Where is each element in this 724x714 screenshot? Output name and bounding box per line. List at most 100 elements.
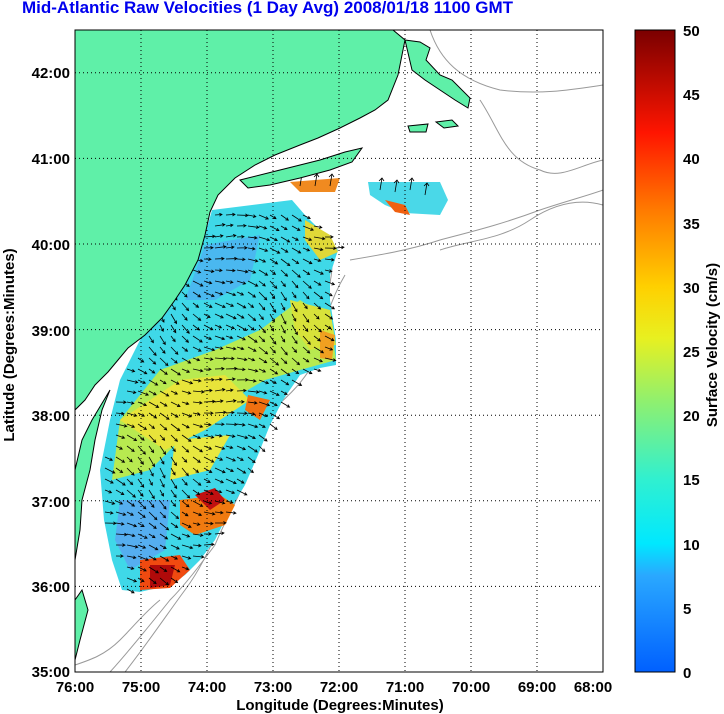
- velocity-arrow: [148, 500, 155, 508]
- velocity-arrow: [214, 245, 227, 249]
- velocity-arrow: [225, 410, 235, 415]
- velocity-arrow: [181, 412, 193, 418]
- velocity-arrow: [203, 388, 213, 393]
- velocity-arrow: [258, 379, 270, 385]
- velocity-arrow: [313, 225, 323, 229]
- velocity-arrow: [115, 511, 127, 516]
- velocity-arrow: [302, 258, 313, 265]
- velocity-arrow: [137, 390, 150, 396]
- velocity-arrow: [280, 247, 289, 253]
- velocity-arrow: [126, 500, 136, 507]
- velocity-arrow: [313, 173, 320, 187]
- velocity-arrow: [203, 234, 216, 239]
- velocity-arrow: [181, 291, 188, 298]
- y-tick-label: 37:00: [32, 494, 70, 511]
- velocity-arrow: [291, 313, 297, 322]
- velocity-arrow: [170, 368, 181, 376]
- colorbar-tick-label: 0: [683, 665, 691, 682]
- velocity-arrow: [225, 302, 235, 307]
- velocity-arrow: [225, 245, 235, 250]
- velocity-arrow: [313, 346, 325, 354]
- velocity-arrow: [126, 588, 135, 594]
- velocity-arrow: [225, 335, 234, 340]
- carolina-coast: [75, 588, 89, 661]
- velocity-arrow: [214, 387, 226, 392]
- velocity-arrow: [291, 280, 299, 289]
- velocity-arrow: [247, 467, 254, 474]
- velocity-arrow: [203, 511, 216, 516]
- velocity-arrow: [247, 225, 260, 229]
- velocity-arrow: [225, 366, 238, 371]
- velocity-arrow: [115, 400, 127, 405]
- velocity-arrow: [236, 367, 246, 372]
- velocity-arrow: [137, 357, 145, 363]
- velocity-arrow: [137, 511, 146, 518]
- velocity-arrow: [258, 258, 267, 263]
- velocity-arrow: [170, 478, 178, 490]
- velocity-arrow: [214, 456, 224, 461]
- velocity-arrow: [159, 489, 164, 497]
- velocity-arrow: [104, 456, 114, 461]
- velocity-arrow: [170, 335, 176, 343]
- velocity-arrow: [302, 335, 311, 345]
- velocity-arrow: [170, 522, 179, 528]
- velocity-arrow: [181, 500, 190, 508]
- velocity-arrow: [269, 236, 278, 242]
- velocity-arrow: [291, 379, 303, 386]
- velocity-arrow: [258, 434, 268, 442]
- velocity-arrow: [324, 269, 333, 273]
- velocity-arrow: [192, 445, 204, 453]
- island-nantucket: [434, 119, 460, 129]
- velocity-arrow: [291, 324, 298, 336]
- velocity-arrow: [137, 566, 147, 572]
- velocity-arrow: [148, 357, 157, 365]
- map-title: Mid-Atlantic Raw Velocities (1 Day Avg) …: [22, 0, 513, 17]
- colorbar-tick-label: 35: [683, 216, 700, 233]
- velocity-arrow: [247, 368, 259, 373]
- velocity-arrow: [269, 346, 276, 354]
- velocity-arrow: [203, 422, 212, 427]
- velocity-arrow: [126, 368, 136, 373]
- velocity-arrow: [148, 522, 157, 529]
- velocity-arrow: [137, 368, 148, 375]
- velocity-arrow: [115, 456, 126, 463]
- velocity-arrow: [236, 335, 246, 341]
- velocity-arrow: [269, 225, 280, 232]
- velocity-arrow: [225, 456, 237, 462]
- velocity-arrow: [203, 357, 214, 361]
- velocity-arrow: [258, 346, 269, 355]
- velocity-arrow: [192, 368, 204, 373]
- velocity-arrow: [104, 511, 114, 515]
- velocity-arrow: [280, 401, 291, 408]
- velocity-arrow: [313, 335, 321, 342]
- velocity-arrow: [192, 280, 204, 287]
- velocity-arrow: [247, 357, 256, 362]
- velocity-arrow: [236, 346, 245, 351]
- velocity-arrow: [236, 445, 247, 451]
- velocity-arrow: [269, 247, 281, 254]
- velocity-arrow: [280, 269, 289, 277]
- velocity-arrow: [203, 542, 215, 547]
- velocity-arrow: [291, 225, 301, 231]
- velocity-arrow: [247, 258, 259, 263]
- velocity-arrow: [247, 401, 258, 405]
- velocity-arrow: [181, 511, 189, 517]
- velocity-arrow: [214, 356, 227, 361]
- velocity-arrow: [247, 434, 256, 440]
- velocity-arrow: [236, 357, 248, 362]
- velocity-arrow: [148, 423, 155, 430]
- velocity-arrow: [247, 423, 259, 429]
- velocity-arrow: [170, 445, 176, 453]
- velocity-arrow: [137, 533, 148, 539]
- velocity-arrow: [192, 467, 200, 473]
- velocity-arrow: [291, 368, 300, 375]
- velocity-arrow: [324, 235, 334, 239]
- velocity-arrow: [324, 324, 332, 330]
- velocity-arrow: [203, 467, 213, 473]
- velocity-arrow: [225, 388, 234, 393]
- velocity-arrow: [225, 346, 237, 351]
- velocity-arrow: [280, 313, 287, 325]
- velocity-arrow: [126, 544, 139, 549]
- velocity-arrow: [214, 433, 223, 438]
